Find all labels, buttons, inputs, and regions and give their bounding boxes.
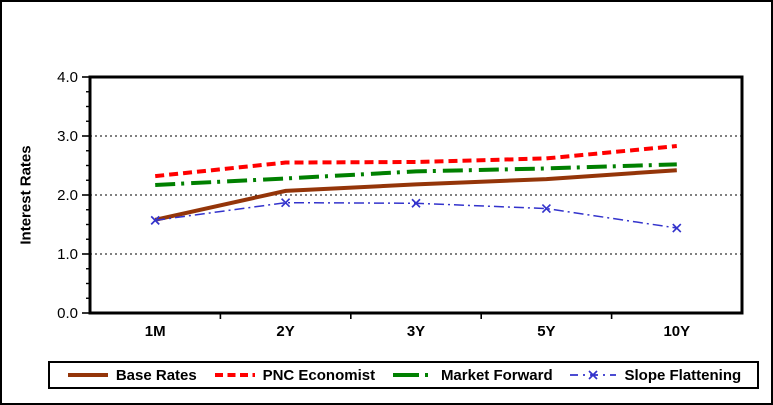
marker-x-slope-flattening	[541, 203, 552, 214]
legend-marker-x	[588, 370, 599, 380]
marker-x-slope-flattening	[150, 215, 160, 225]
legend-item-pnc-economist: PNC Economist	[213, 366, 376, 384]
y-axis-title: Interest Rates	[17, 145, 35, 245]
legend-label-pnc-economist: PNC Economist	[262, 366, 376, 384]
legend-label-base-rates: Base Rates	[115, 366, 197, 384]
y-tick-label: 0.0	[57, 305, 78, 322]
series-line-slope-flattening	[155, 201, 677, 229]
legend-label-market-forward: Market Forward	[440, 366, 553, 384]
legend-label-slope-flattening: Slope Flattening	[624, 366, 742, 384]
legend-line-icon-base-rates	[67, 373, 108, 377]
x-tick-label: 5Y	[537, 323, 555, 340]
legend-line-icon-market-forward	[392, 373, 433, 377]
legend-item-market-forward: Market Forward	[391, 367, 553, 384]
series-line-base-rates	[154, 168, 677, 222]
legend-item-slope-flattening: Slope Flattening	[568, 367, 741, 384]
series-line-pnc-economist	[154, 144, 677, 179]
y-tick-label: 3.0	[57, 128, 78, 145]
plot-border	[88, 75, 744, 315]
x-tick-label: 3Y	[407, 323, 425, 340]
legend-line-icon-pnc-economist	[214, 373, 255, 377]
legend: Base Rates PNC Economist Market Forward Slo…	[48, 361, 759, 389]
marker-x-slope-flattening	[672, 223, 682, 233]
series-line-market-forward	[155, 162, 677, 187]
x-tick-label: 10Y	[663, 323, 690, 340]
y-tick-label: 4.0	[57, 69, 78, 86]
y-tick-label: 2.0	[57, 187, 78, 204]
marker-x-slope-flattening	[280, 198, 291, 208]
x-tick-label: 1M	[145, 323, 166, 340]
x-tick-label: 2Y	[276, 323, 294, 340]
legend-line-icon-slope-flattening	[570, 370, 617, 380]
marker-x-slope-flattening	[411, 198, 421, 208]
y-tick-label: 1.0	[57, 246, 78, 263]
legend-item-base-rates: Base Rates	[66, 367, 197, 384]
